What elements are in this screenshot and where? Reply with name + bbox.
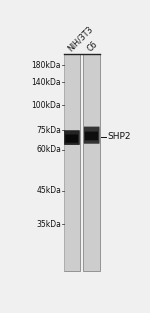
FancyBboxPatch shape	[84, 127, 100, 144]
Text: 75kDa: 75kDa	[36, 126, 61, 135]
FancyBboxPatch shape	[64, 130, 80, 145]
FancyBboxPatch shape	[85, 131, 98, 140]
Bar	[64, 54, 80, 271]
Text: C6: C6	[85, 39, 99, 53]
Text: 45kDa: 45kDa	[36, 186, 61, 195]
Text: NIH/3T3: NIH/3T3	[66, 25, 94, 53]
Text: 35kDa: 35kDa	[36, 220, 61, 229]
Text: 180kDa: 180kDa	[32, 61, 61, 70]
Bar	[63, 54, 80, 271]
Text: 60kDa: 60kDa	[36, 145, 61, 154]
FancyBboxPatch shape	[65, 135, 78, 143]
Bar	[83, 54, 100, 271]
Text: SHP2: SHP2	[107, 132, 131, 141]
Text: 100kDa: 100kDa	[32, 100, 61, 110]
Bar	[84, 54, 100, 271]
Text: 140kDa: 140kDa	[32, 78, 61, 87]
